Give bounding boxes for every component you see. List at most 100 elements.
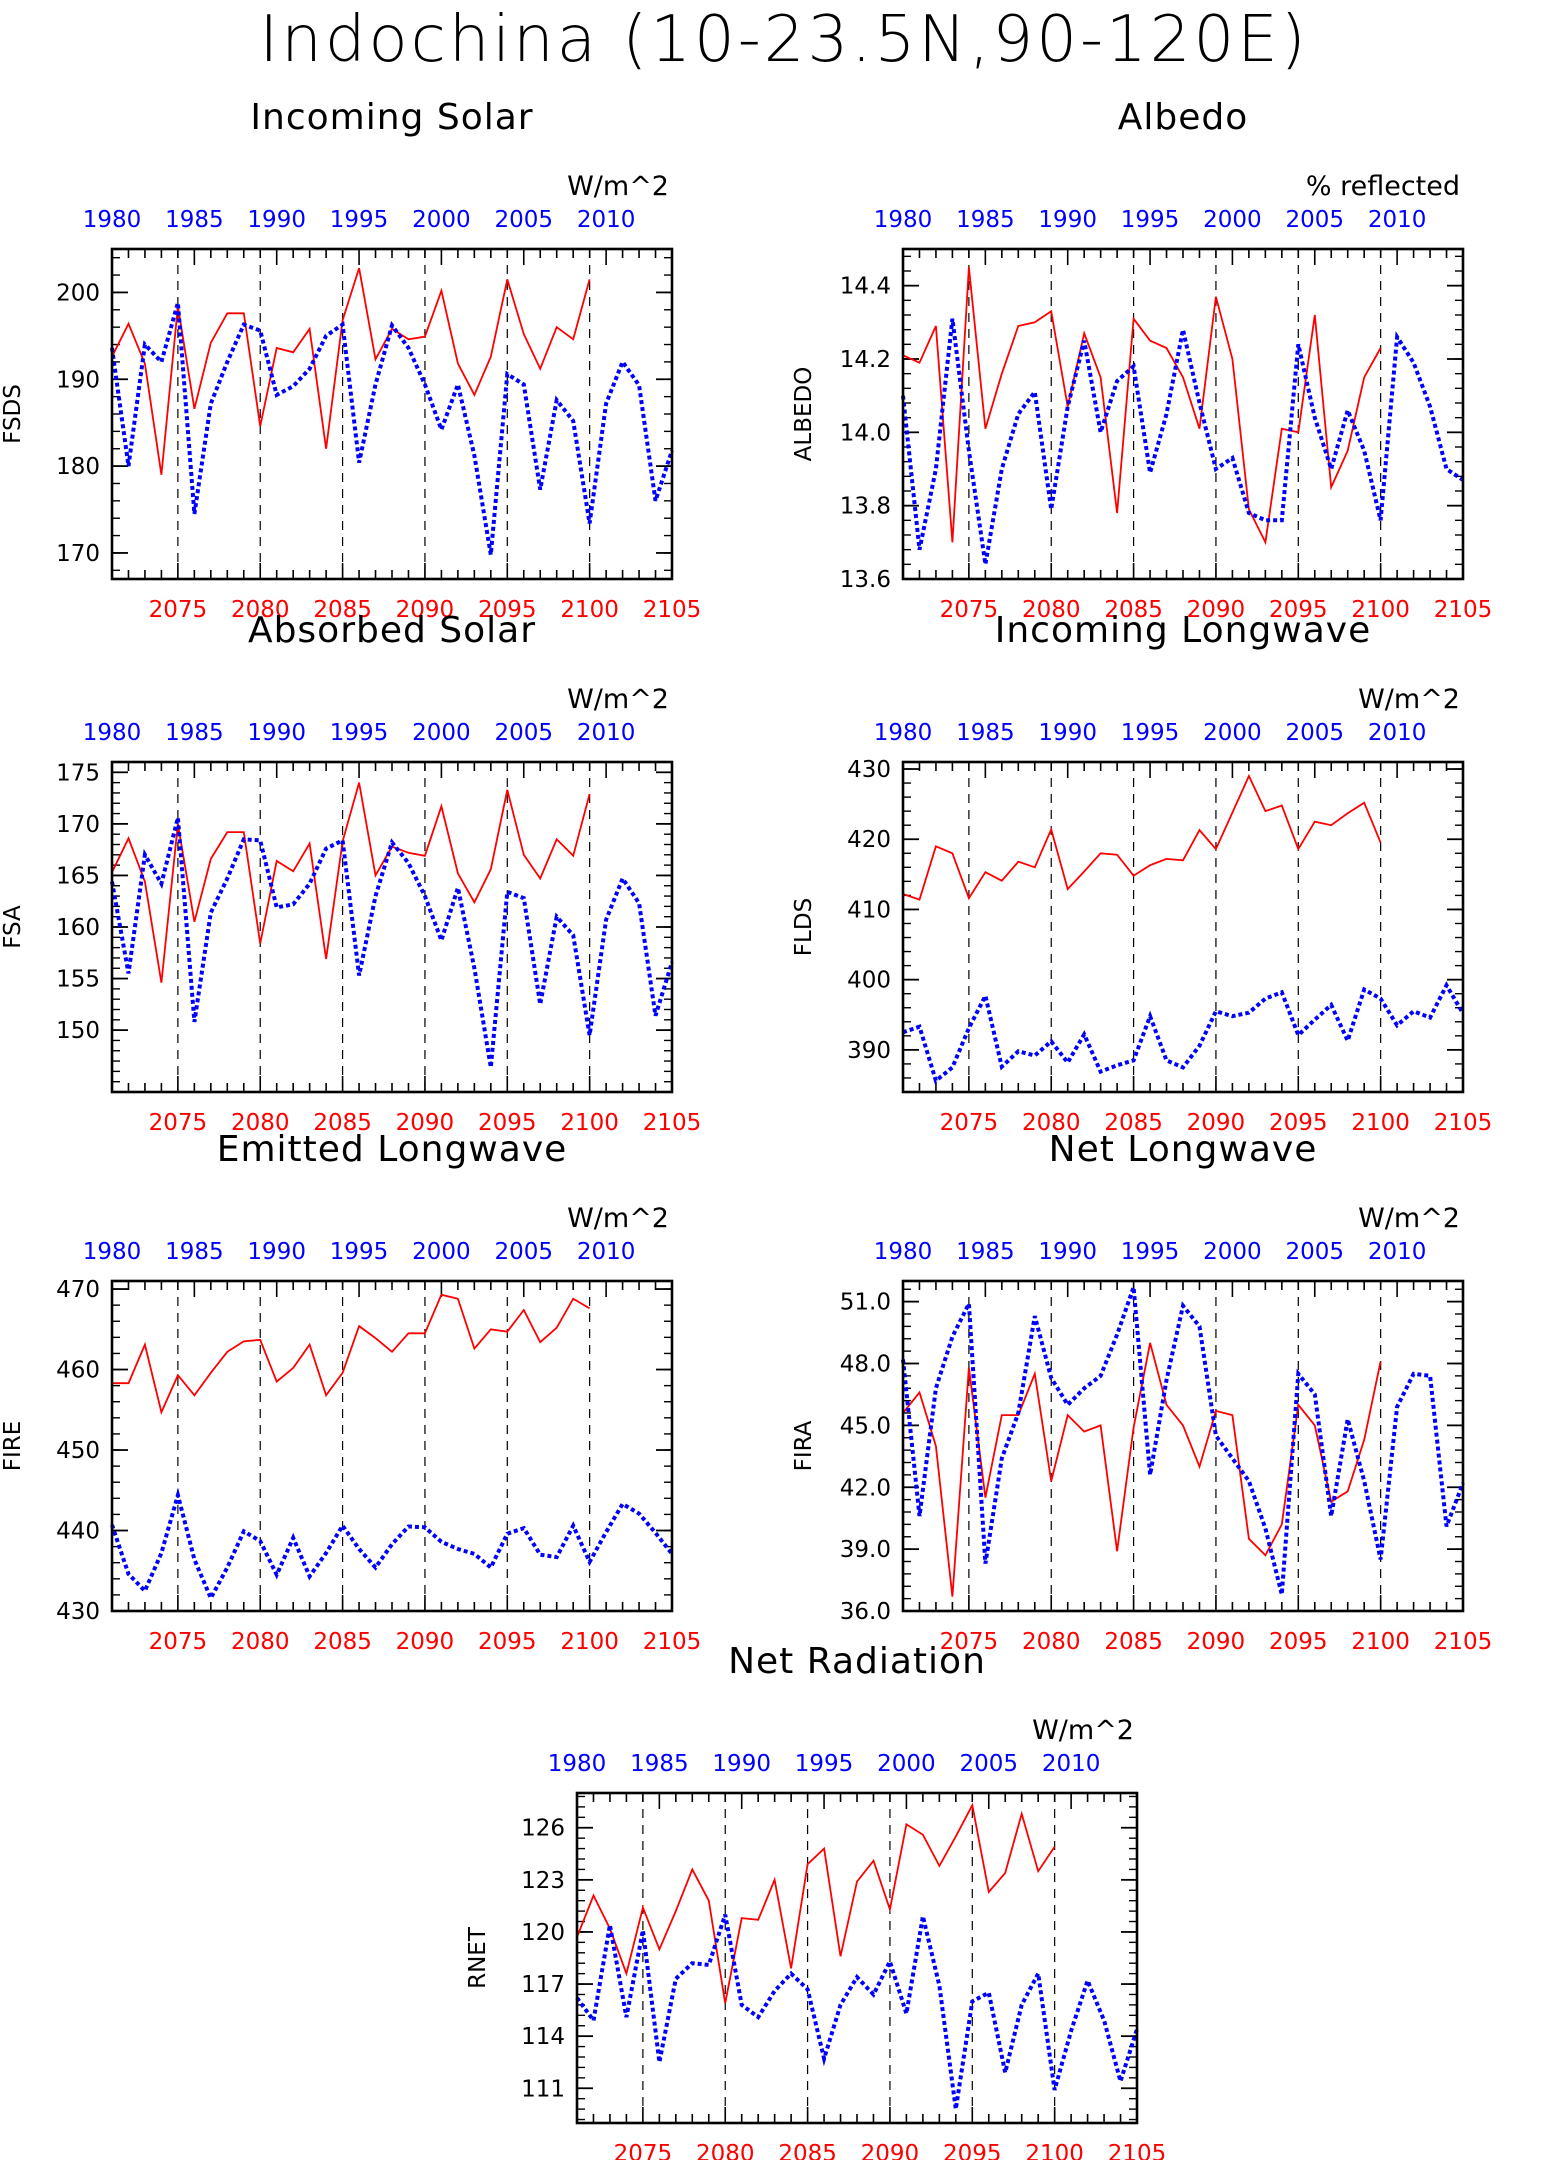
top-x-tick-label: 1980 [874,207,933,233]
top-x-tick-label: 1985 [956,1239,1015,1265]
x-tick-label: 2085 [1104,1629,1163,1655]
x-tick-label: 2100 [560,1110,619,1136]
x-tick-label: 2100 [1351,1110,1410,1136]
top-x-tick-label: 1995 [1121,720,1180,746]
y-tick-label: 165 [56,863,100,889]
y-tick-label: 36.0 [840,1599,891,1625]
x-tick-label: 2085 [313,1110,372,1136]
y-tick-label: 390 [847,1038,891,1064]
x-tick-label: 2100 [1351,1629,1410,1655]
series-line-blue [110,302,674,556]
y-tick-label: 150 [56,1018,100,1044]
y-axis-label: FLDS [791,898,817,956]
top-x-tick-label: 2000 [412,1239,471,1265]
y-tick-label: 42.0 [840,1475,891,1501]
top-x-tick-label: 2010 [577,1239,636,1265]
y-axis-label: RNET [465,1926,491,1989]
series-line-blue [575,1913,1139,2110]
y-tick-label: 420 [847,827,891,853]
top-x-tick-label: 1995 [795,1751,854,1777]
series-line-blue [901,1286,1465,1595]
y-tick-label: 117 [521,1972,565,1998]
y-axis-label: FIRE [0,1421,26,1472]
y-tick-label: 170 [56,812,100,838]
top-x-tick-label: 2005 [959,1751,1018,1777]
chart-title: Emitted Longwave [217,1129,568,1170]
y-tick-label: 48.0 [840,1352,891,1378]
series-line-red [111,782,591,983]
top-x-tick-label: 1995 [330,207,389,233]
series-line-red [902,1342,1382,1597]
x-tick-label: 2075 [614,2141,673,2160]
x-tick-label: 2080 [696,2141,755,2160]
top-x-tick-label: 2010 [1368,207,1427,233]
x-tick-label: 2105 [1108,2141,1167,2160]
top-x-tick-label: 2005 [1285,720,1344,746]
top-x-tick-label: 1990 [1038,1239,1097,1265]
y-tick-label: 111 [521,2076,565,2102]
units-label: W/m^2 [1358,684,1460,715]
top-x-tick-label: 2005 [1285,1239,1344,1265]
y-tick-label: 114 [521,2024,565,2050]
top-x-tick-label: 2005 [1285,207,1344,233]
page-title: Indochina (10-23.5N,90-120E) [259,3,1309,77]
x-tick-label: 2095 [1269,597,1328,623]
top-x-tick-label: 1990 [247,207,306,233]
y-tick-label: 170 [56,541,100,567]
top-x-tick-label: 2000 [1203,207,1262,233]
units-label: W/m^2 [567,171,669,202]
x-tick-label: 2105 [643,1110,702,1136]
x-tick-label: 2085 [313,1629,372,1655]
y-tick-label: 440 [56,1519,100,1545]
chart-panel-7: Net Radiation W/m^2 2075 2080 2085 2090 2095 21… [465,1641,1166,2160]
plot-frame [901,760,1465,1094]
units-label: % reflected [1306,171,1460,202]
y-tick-label: 180 [56,454,100,480]
x-tick-label: 2080 [1022,1629,1081,1655]
y-tick-label: 160 [56,915,100,941]
x-tick-label: 2100 [560,1629,619,1655]
series-line-blue [110,1487,674,1603]
top-x-tick-label: 2010 [1042,1751,1101,1777]
plot-frame [575,1791,1139,2125]
y-tick-label: 430 [56,1599,100,1625]
y-tick-label: 430 [847,757,891,783]
x-tick-label: 2075 [940,1629,999,1655]
y-tick-label: 13.6 [840,567,891,593]
x-tick-label: 2075 [149,1110,208,1136]
top-x-tick-label: 1985 [630,1751,689,1777]
y-axis-label: FIRA [791,1420,817,1471]
top-x-tick-label: 1980 [83,720,142,746]
x-tick-label: 2075 [940,597,999,623]
plot-frame [110,247,674,581]
x-tick-label: 2090 [1187,1110,1246,1136]
x-tick-label: 2105 [1434,597,1493,623]
units-label: W/m^2 [567,1203,669,1234]
x-tick-label: 2080 [231,1110,290,1136]
y-tick-label: 13.8 [840,494,891,520]
x-tick-label: 2095 [1269,1110,1328,1136]
top-x-tick-label: 1985 [956,720,1015,746]
x-tick-label: 2080 [1022,597,1081,623]
top-x-tick-label: 2000 [1203,720,1262,746]
series-line-blue [901,318,1465,565]
x-tick-label: 2080 [231,597,290,623]
x-tick-label: 2075 [149,597,208,623]
top-x-tick-label: 1990 [712,1751,771,1777]
x-tick-label: 2100 [560,597,619,623]
y-tick-label: 39.0 [840,1537,891,1563]
chart-panel-4: Incoming Longwave W/m^2 2075 2080 2085 2090 20… [791,610,1492,1136]
x-tick-label: 2105 [643,1629,702,1655]
top-x-tick-label: 2010 [1368,720,1427,746]
x-tick-label: 2085 [778,2141,837,2160]
top-x-tick-label: 1990 [247,1239,306,1265]
chart-title: Net Radiation [728,1641,986,1682]
chart-panel-3: Absorbed Solar W/m^2 2075 2080 2085 2090 2095 2… [0,610,701,1136]
top-x-tick-label: 1985 [165,1239,224,1265]
series-line-red [902,773,1382,901]
series-line-red [902,267,1382,546]
x-tick-label: 2090 [861,2141,920,2160]
top-x-tick-label: 2005 [494,1239,553,1265]
y-tick-label: 123 [521,1868,565,1894]
